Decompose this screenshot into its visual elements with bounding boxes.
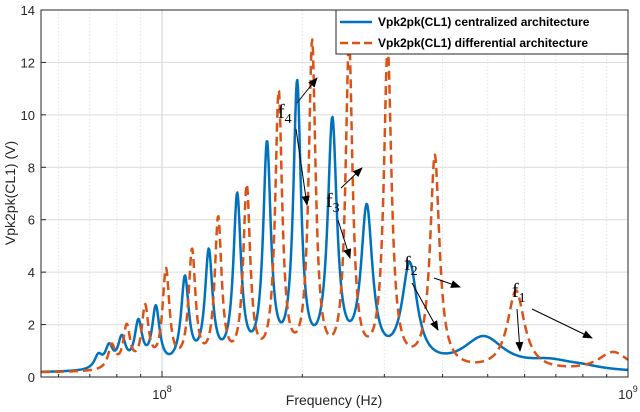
y-tick-label-3: 6	[28, 213, 35, 228]
arrow-f4-differential	[296, 77, 318, 104]
arrow-f3-differential	[340, 167, 363, 189]
arrow-f2-differential	[433, 277, 461, 288]
series-layer	[41, 38, 628, 374]
y-tick-label-1: 2	[28, 318, 35, 333]
series-line-centralized	[41, 78, 628, 374]
x-tick-label-0: 108	[152, 384, 171, 402]
arrow-f3-centralized	[337, 219, 352, 259]
legend-box	[335, 9, 629, 55]
legend-label-centralized: Vpk2pk(CL1) centralized architecture	[378, 15, 590, 29]
y-tick-label-5: 10	[21, 108, 35, 123]
plot-background	[41, 10, 628, 377]
x-tick-label-1: 109	[618, 384, 637, 402]
legend-label-differential: Vpk2pk(CL1) differential architecture	[378, 36, 588, 50]
annotation-f2: f2	[404, 253, 418, 279]
plot-frame	[40, 9, 629, 378]
x-axis-title: Frequency (Hz)	[286, 392, 382, 408]
arrow-f2-centralized	[411, 282, 439, 331]
arrow-f1-differential	[531, 308, 593, 339]
y-tick-label-6: 12	[21, 55, 35, 70]
arrow-f4-centralized	[295, 128, 310, 206]
y-tick-label-4: 8	[28, 160, 35, 175]
y-axis-title: Vpk2pk(CL1) (V)	[2, 141, 18, 245]
ticks: 0 2 4 6 8 10 12 14 108 109	[21, 3, 638, 402]
arrow-f1-centralized	[515, 308, 524, 352]
annotations: f4 f3 f2 f1	[278, 77, 593, 352]
annotation-f4: f4	[278, 101, 292, 127]
series-line-differential	[41, 38, 628, 374]
annotation-f1: f1	[512, 280, 526, 306]
y-tick-label-7: 14	[21, 3, 35, 18]
legend: Vpk2pk(CL1) centralized architecture Vpk…	[335, 9, 629, 55]
y-tick-label-2: 4	[28, 265, 35, 280]
annotation-f3: f3	[326, 190, 340, 216]
y-tick-label-0: 0	[28, 370, 35, 385]
